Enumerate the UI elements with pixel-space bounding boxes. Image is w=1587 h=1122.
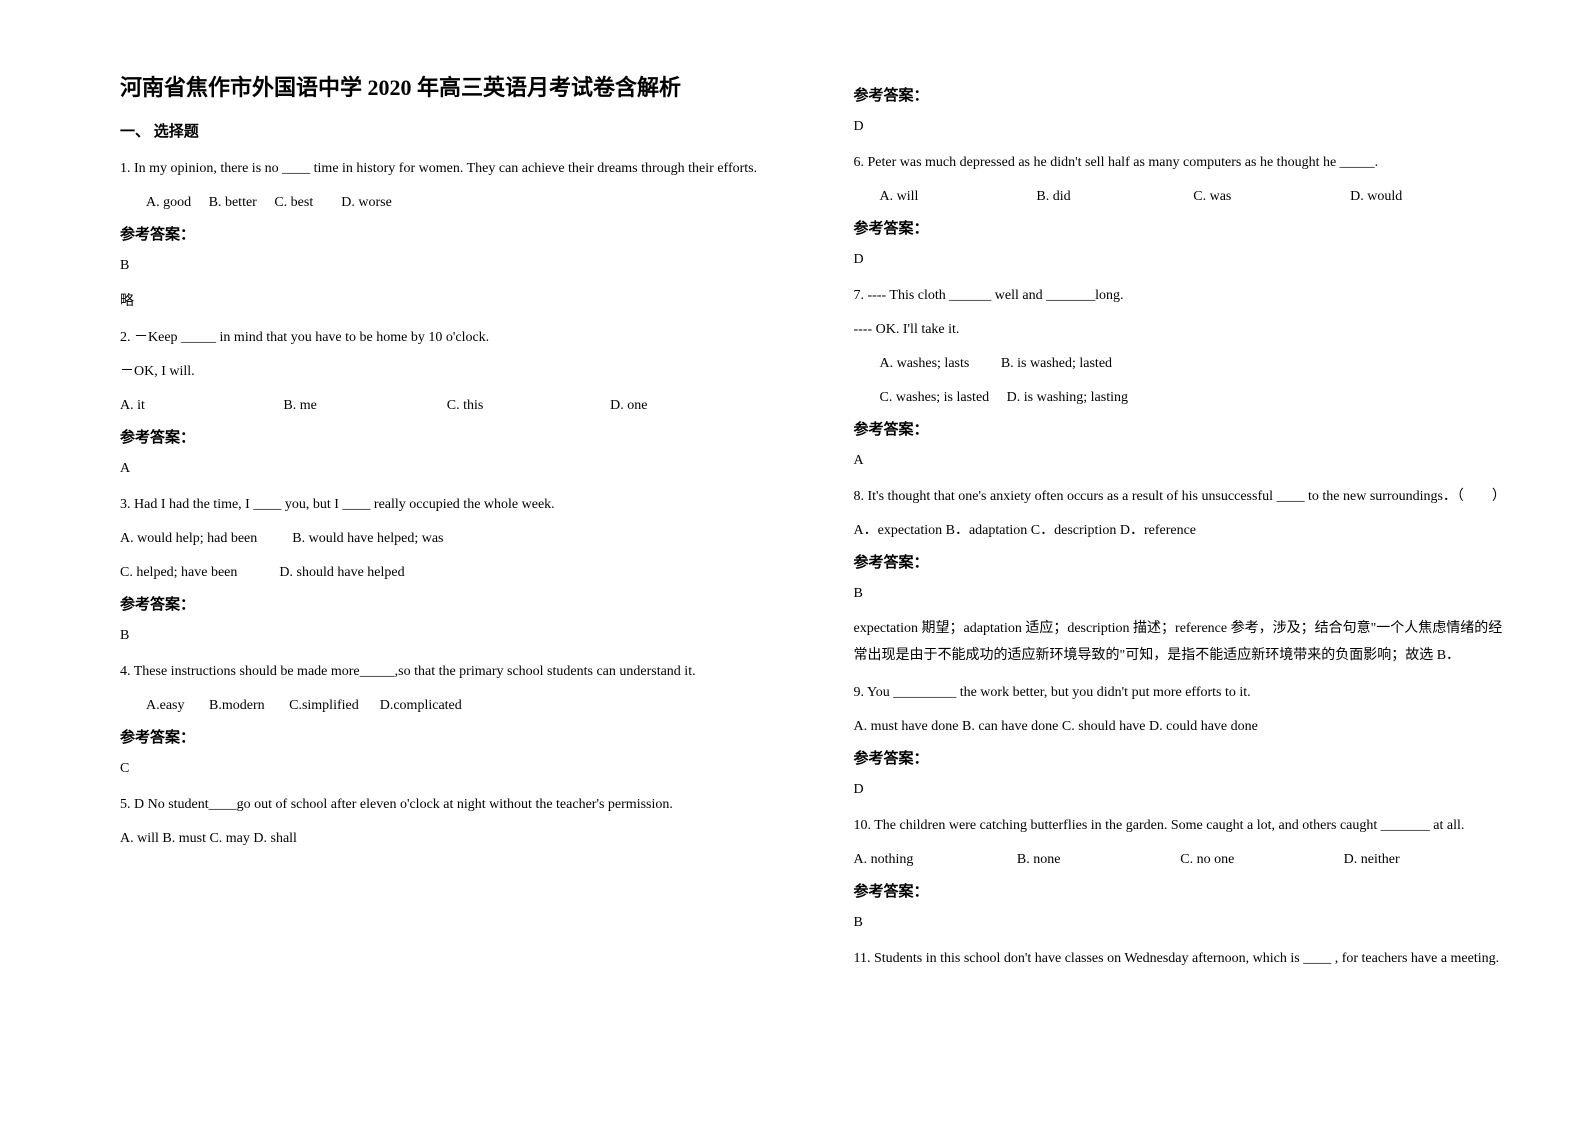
q2-opt-b: B. me (283, 392, 446, 420)
q3-opt-a: A. would help; had been (120, 531, 257, 546)
q2-ans-label: 参考答案： (120, 426, 774, 447)
doc-title: 河南省焦作市外国语中学 2020 年高三英语月考试卷含解析 (120, 70, 774, 102)
q3-ans: B (120, 622, 774, 650)
q2-stem2: －OK, I will. (120, 358, 774, 386)
q8-explain: expectation 期望；adaptation 适应；description… (854, 616, 1508, 669)
left-column: 河南省焦作市外国语中学 2020 年高三英语月考试卷含解析 一、 选择题 1. … (100, 70, 814, 1082)
q5-ans-label: 参考答案： (854, 84, 1508, 105)
q10-opt-a: A. nothing (854, 846, 1017, 874)
q3-ans-label: 参考答案： (120, 593, 774, 614)
q2-stem1: 2. －Keep _____ in mind that you have to … (120, 324, 774, 352)
exam-page: 河南省焦作市外国语中学 2020 年高三英语月考试卷含解析 一、 选择题 1. … (0, 0, 1587, 1122)
q6-options: A. will B. did C. was D. would (854, 183, 1508, 211)
q6-opt-c: C. was (1193, 183, 1350, 211)
q10-ans-label: 参考答案： (854, 880, 1508, 901)
q4-opt-a: A.easy (146, 698, 185, 713)
q3-opt-d: D. should have helped (279, 565, 404, 580)
q4-ans: C (120, 755, 774, 783)
q1-opt-d: D. worse (341, 195, 392, 210)
q9-ans: D (854, 776, 1508, 804)
q7-stem1: 7. ---- This cloth ______ well and _____… (854, 282, 1508, 310)
q5-ans: D (854, 113, 1508, 141)
q1-ans-extra: 略 (120, 288, 774, 316)
q4-stem: 4. These instructions should be made mor… (120, 658, 774, 686)
q3-options-row2: C. helped; have been D. should have help… (120, 559, 774, 587)
q7-opt-d: D. is washing; lasting (1007, 390, 1128, 405)
q1-opt-c: C. best (274, 195, 313, 210)
q7-opt-c: C. washes; is lasted (880, 390, 990, 405)
q1-opt-b: B. better (209, 195, 257, 210)
q5-stem: 5. D No student____go out of school afte… (120, 791, 774, 819)
q2-options: A. it B. me C. this D. one (120, 392, 774, 420)
q10-options: A. nothing B. none C. no one D. neither (854, 846, 1508, 874)
q9-options: A. must have done B. can have done C. sh… (854, 713, 1508, 741)
q11-stem: 11. Students in this school don't have c… (854, 945, 1508, 973)
q10-stem: 10. The children were catching butterfli… (854, 812, 1508, 840)
q4-opt-b: B.modern (209, 698, 265, 713)
q2-opt-a: A. it (120, 392, 283, 420)
q10-opt-b: B. none (1017, 846, 1180, 874)
q5-options: A. will B. must C. may D. shall (120, 825, 774, 853)
q6-stem: 6. Peter was much depressed as he didn't… (854, 149, 1508, 177)
q6-ans: D (854, 246, 1508, 274)
q7-options-row2: C. washes; is lasted D. is washing; last… (854, 384, 1508, 412)
q7-opt-a: A. washes; lasts (880, 356, 970, 371)
q9-ans-label: 参考答案： (854, 747, 1508, 768)
q1-options: A. good B. better C. best D. worse (120, 189, 774, 217)
q6-opt-b: B. did (1036, 183, 1193, 211)
q1-opt-a: A. good (146, 195, 191, 210)
q7-options-row1: A. washes; lasts B. is washed; lasted (854, 350, 1508, 378)
q8-options: A．expectation B．adaptation C．description… (854, 517, 1508, 545)
q7-ans: A (854, 447, 1508, 475)
q3-stem: 3. Had I had the time, I ____ you, but I… (120, 491, 774, 519)
q4-options: A.easy B.modern C.simplified D.complicat… (120, 692, 774, 720)
q4-opt-c: C.simplified (289, 698, 359, 713)
q10-opt-c: C. no one (1180, 846, 1343, 874)
q4-ans-label: 参考答案： (120, 726, 774, 747)
q10-opt-d: D. neither (1344, 846, 1507, 874)
q7-stem2: ---- OK. I'll take it. (854, 316, 1508, 344)
section-1-heading: 一、 选择题 (120, 120, 774, 141)
q6-opt-d: D. would (1350, 183, 1507, 211)
q3-options-row1: A. would help; had been B. would have he… (120, 525, 774, 553)
q7-opt-b: B. is washed; lasted (1001, 356, 1112, 371)
q7-ans-label: 参考答案： (854, 418, 1508, 439)
q2-opt-d: D. one (610, 392, 773, 420)
q10-ans: B (854, 909, 1508, 937)
q3-opt-c: C. helped; have been (120, 565, 237, 580)
q2-ans: A (120, 455, 774, 483)
q1-ans-label: 参考答案： (120, 223, 774, 244)
q9-stem: 9. You _________ the work better, but yo… (854, 679, 1508, 707)
q4-opt-d: D.complicated (380, 698, 462, 713)
q8-stem: 8. It's thought that one's anxiety often… (854, 483, 1508, 511)
q2-opt-c: C. this (447, 392, 610, 420)
q8-ans: B (854, 580, 1508, 608)
q3-opt-b: B. would have helped; was (292, 531, 443, 546)
q6-opt-a: A. will (880, 183, 1037, 211)
q6-ans-label: 参考答案： (854, 217, 1508, 238)
q1-stem: 1. In my opinion, there is no ____ time … (120, 155, 774, 183)
right-column: 参考答案： D 6. Peter was much depressed as h… (814, 70, 1528, 1082)
q8-ans-label: 参考答案： (854, 551, 1508, 572)
q1-ans: B (120, 252, 774, 280)
